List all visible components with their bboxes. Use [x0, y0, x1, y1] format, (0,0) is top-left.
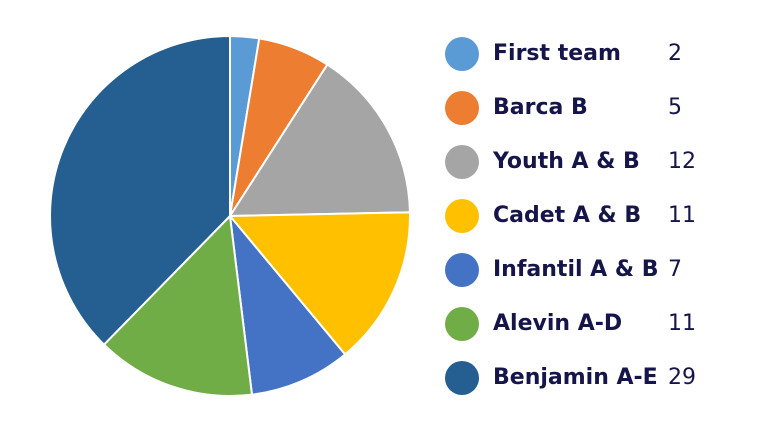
legend-swatch — [445, 145, 479, 179]
legend-value: 7 — [668, 257, 682, 282]
legend-swatch — [445, 91, 479, 125]
legend-value: 5 — [668, 95, 682, 120]
legend-swatch — [445, 307, 479, 341]
pie-slice — [49, 34, 231, 346]
legend-label: Youth A & B — [492, 149, 640, 174]
legend-value: 2 — [668, 41, 682, 66]
legend-value: 12 — [668, 149, 696, 174]
legend-swatch — [445, 37, 479, 71]
pie-slice — [102, 213, 254, 397]
legend-swatch — [445, 253, 479, 287]
legend-swatch — [445, 199, 479, 233]
legend-label: First team — [493, 41, 621, 66]
legend-swatch — [445, 361, 479, 395]
pie-slice — [228, 212, 347, 396]
legend-label: Cadet A & B — [493, 203, 641, 228]
legend-label: Alevin A-D — [493, 311, 622, 336]
legend-label: Barca B — [493, 95, 588, 120]
legend-value: 29 — [668, 365, 696, 390]
legend-value: 11 — [668, 203, 696, 228]
legend-value: 11 — [668, 311, 696, 336]
legend-label: Infantil A & B — [493, 257, 658, 282]
legend-label: Benjamin A-E — [493, 365, 658, 390]
pie-slice — [228, 63, 411, 218]
pie-slice — [227, 211, 411, 356]
